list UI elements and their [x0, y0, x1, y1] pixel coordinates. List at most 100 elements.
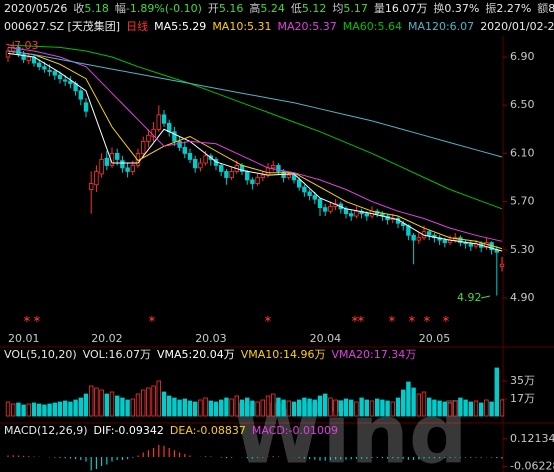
volume-bar [328, 397, 333, 417]
candle-body [21, 54, 26, 60]
volume-bar [270, 393, 276, 417]
volume-bar [380, 399, 385, 417]
candle-body [499, 263, 505, 268]
field-value: 8315万 [548, 2, 554, 15]
annotation-line [5, 43, 14, 47]
volume-bar [218, 399, 224, 417]
stock-code: 000627.SZ [天茂集团] [4, 19, 120, 33]
volume-bar [494, 367, 499, 417]
volume-bar [21, 404, 26, 417]
event-marker: ∗ [23, 314, 31, 325]
header-item: VMA10:14.96万 [241, 348, 326, 361]
candle-body [229, 171, 234, 178]
field-value: 5.24 [260, 2, 285, 15]
volume-bar [203, 397, 208, 417]
header-item: MA120:6.07 [408, 20, 474, 33]
y-tick-label: -0.06228 [510, 459, 554, 472]
candle-body [120, 160, 125, 169]
header-item: 日线 [126, 19, 148, 33]
volume-bar [385, 400, 390, 417]
volume-bar [182, 398, 187, 417]
volume-bar [333, 399, 338, 417]
volume-bar [130, 398, 135, 417]
header-item: MA20:5.37 [278, 20, 337, 33]
candle-body [166, 122, 172, 133]
volume-bar [5, 401, 11, 417]
ma-line [7, 52, 503, 252]
volume-bar [26, 403, 31, 417]
candle-body [291, 174, 297, 181]
volume-bar [192, 401, 198, 417]
header-item: MA5:5.29 [154, 20, 206, 33]
candle-body [99, 159, 104, 175]
volume-bar [421, 391, 427, 417]
header-item: VOL:16.07万 [83, 348, 151, 361]
legend-entry: VMA10:14.96万 [241, 348, 326, 361]
volume-bar [198, 399, 203, 417]
volume-bar [52, 402, 57, 417]
field-label: 量 [374, 2, 385, 15]
candle-body [265, 167, 271, 176]
volume-bar [213, 401, 219, 417]
volume-bar [426, 397, 432, 417]
candle-body [182, 146, 187, 154]
candle-body [250, 179, 255, 184]
volume-bar [10, 403, 16, 417]
x-tick-label: 20.01 [8, 332, 40, 345]
field-label: 均 [332, 2, 343, 15]
volume-bar [89, 385, 94, 417]
volume-bar [229, 398, 234, 417]
volume-bar [307, 398, 312, 417]
header-item: DEA:-0.08837 [170, 424, 246, 437]
ma-line [7, 50, 503, 158]
volume-bar [255, 401, 260, 417]
candle-body [307, 191, 312, 196]
volume-bar [452, 400, 458, 417]
header-item: 000627.SZ [天茂集团] [4, 19, 120, 33]
header-item: 高5.24 [249, 1, 285, 15]
volume-bar [161, 391, 167, 417]
y-tick-label: 5.70 [510, 195, 535, 208]
candle-body [270, 165, 276, 169]
candle-body [78, 90, 83, 100]
volume-bar [94, 387, 99, 417]
volume-bar [406, 381, 411, 417]
candle-body [130, 165, 135, 172]
event-marker: ∗ [357, 314, 365, 325]
candle-body [172, 131, 177, 142]
header-item: VMA5:20.04万 [157, 348, 235, 361]
volume-bar [442, 401, 447, 417]
volume-bar [99, 389, 104, 417]
field-label: 低 [291, 2, 302, 15]
candle-body [458, 237, 463, 243]
candle-body [328, 206, 333, 212]
candle-body [317, 198, 323, 209]
header-item: 量16.07万 [374, 2, 428, 15]
candle-body [63, 79, 68, 82]
legend-entry: MA5:5.29 [154, 20, 206, 33]
ma-line [7, 46, 503, 242]
x-tick-label: 20.02 [91, 332, 123, 345]
header-item: 幅-1.89%(-0.10) [115, 2, 202, 15]
volume-bar [140, 389, 146, 417]
candle-body [302, 186, 307, 193]
volume-bar [473, 400, 479, 417]
header-item: VMA20:17.34万 [332, 348, 417, 361]
y-tick-label: 6.50 [510, 98, 535, 111]
header-item: MA60:5.64 [343, 20, 402, 33]
legend-entry: MA10:5.31 [212, 20, 271, 33]
volume-bar [125, 399, 130, 417]
event-marker: ∗ [408, 314, 416, 325]
volume-bar [458, 397, 463, 417]
volume-bar [499, 399, 505, 417]
header-item: 低5.12 [291, 2, 327, 15]
header-item: DIF:-0.09342 [94, 424, 164, 437]
volume-bar [260, 399, 265, 417]
header-item: 换0.37% [433, 1, 479, 15]
volume-bar [172, 397, 177, 417]
volume-bar [156, 380, 161, 417]
x-tick-label: 20.04 [310, 332, 342, 345]
candle-body [156, 114, 161, 130]
